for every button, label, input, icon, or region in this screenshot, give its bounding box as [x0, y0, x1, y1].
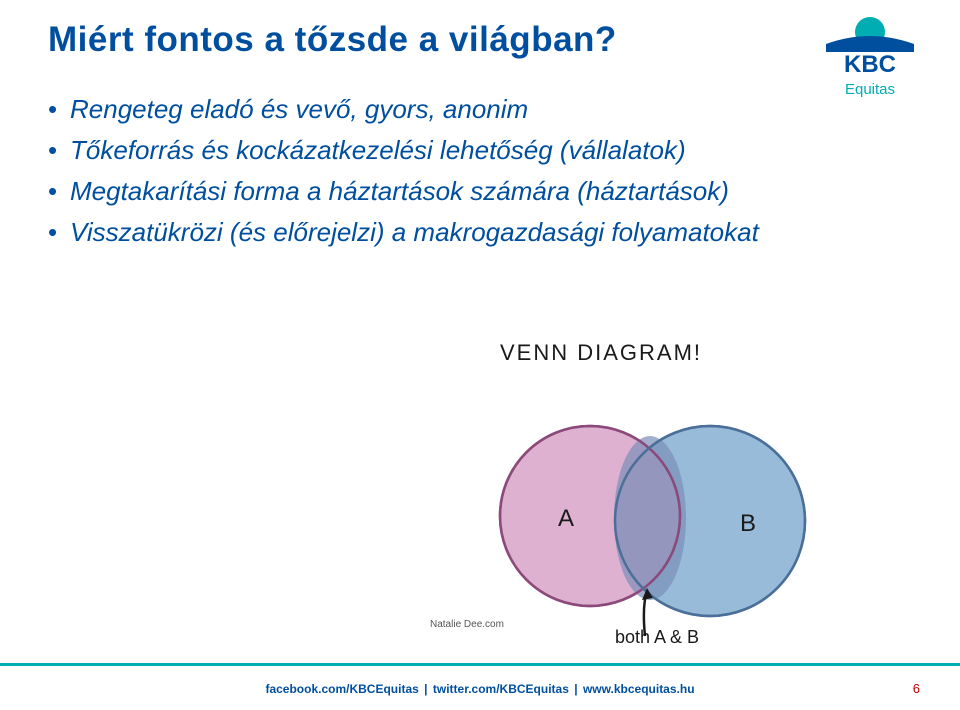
venn-label-b: B — [740, 510, 756, 537]
footer: facebook.com/KBCEquitas | twitter.com/KB… — [0, 682, 960, 696]
content-area: Rengeteg eladó és vevő, gyors, anonim Tő… — [48, 92, 828, 256]
footer-sep: | — [574, 682, 577, 696]
bullet-item: Rengeteg eladó és vevő, gyors, anonim — [48, 92, 828, 127]
slide-title: Miért fontos a tőzsde a világban? — [48, 20, 617, 60]
footer-divider — [0, 663, 960, 666]
venn-diagram: VENN DIAGRAM! A B both A & B Natalie Dee… — [440, 340, 840, 650]
venn-overlap — [614, 436, 686, 600]
kbc-logo-icon: KBC — [820, 16, 920, 78]
footer-sep: | — [424, 682, 427, 696]
slide: Miért fontos a tőzsde a világban? KBC Eq… — [0, 0, 960, 710]
bullet-list: Rengeteg eladó és vevő, gyors, anonim Tő… — [48, 92, 828, 250]
venn-credit: Natalie Dee.com — [430, 619, 504, 630]
bullet-item: Visszatükrözi (és előrejelzi) a makrogaz… — [48, 215, 828, 250]
venn-label-both: both A & B — [615, 627, 699, 646]
footer-link: www.kbcequitas.hu — [583, 682, 695, 696]
bullet-item: Tőkeforrás és kockázatkezelési lehetőség… — [48, 133, 828, 168]
logo-brand-text: KBC — [844, 51, 896, 78]
footer-link: facebook.com/KBCEquitas — [265, 682, 418, 696]
venn-label-a: A — [558, 505, 574, 532]
logo-subtext: Equitas — [820, 81, 920, 98]
venn-title: VENN DIAGRAM! — [500, 340, 840, 366]
footer-link: twitter.com/KBCEquitas — [433, 682, 569, 696]
venn-svg: A B both A & B — [440, 366, 840, 646]
kbc-logo: KBC Equitas — [820, 16, 920, 98]
bullet-item: Megtakarítási forma a háztartások számár… — [48, 174, 828, 209]
page-number: 6 — [913, 681, 920, 696]
